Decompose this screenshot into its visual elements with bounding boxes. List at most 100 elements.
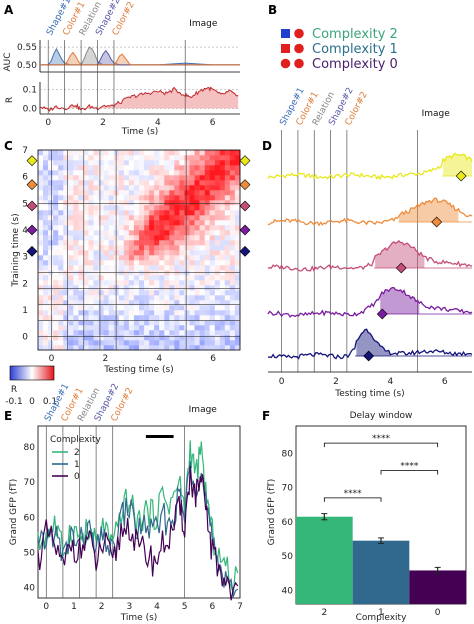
heatmap-cell bbox=[133, 210, 140, 216]
heatmap-cell bbox=[123, 280, 130, 286]
heatmap-cell bbox=[113, 215, 120, 221]
heatmap-cell bbox=[53, 245, 59, 251]
heatmap-cell bbox=[229, 210, 236, 216]
heatmap-cell bbox=[38, 275, 44, 281]
heatmap-cell bbox=[179, 325, 185, 331]
heatmap-cell bbox=[219, 280, 226, 286]
heatmap-cell bbox=[88, 195, 94, 201]
heatmap-cell bbox=[68, 255, 74, 261]
heatmap-cell bbox=[73, 290, 79, 296]
heatmap-cell bbox=[103, 265, 109, 271]
heatmap-cell bbox=[48, 195, 54, 201]
heatmap-cell bbox=[98, 235, 104, 241]
heatmap-cell bbox=[53, 320, 59, 326]
heatmap-cell bbox=[234, 195, 241, 201]
heatmap-cell bbox=[234, 225, 241, 231]
heatmap-cell bbox=[98, 345, 104, 351]
heatmap-cell bbox=[118, 195, 125, 201]
heatmap-cell bbox=[43, 150, 49, 156]
heatmap-cell bbox=[73, 260, 79, 266]
trace-area-0 bbox=[443, 153, 472, 176]
heatmap-cell bbox=[88, 235, 94, 241]
heatmap-cell bbox=[78, 285, 84, 291]
heatmap-cell bbox=[169, 320, 175, 326]
heatmap-cell bbox=[108, 300, 114, 306]
heatmap-cell bbox=[118, 325, 125, 331]
heatmap-cell bbox=[78, 180, 84, 186]
heatmap-cell bbox=[214, 340, 221, 346]
heatmap-cell bbox=[113, 225, 120, 231]
heatmap-cell bbox=[224, 315, 231, 321]
heatmap-cell bbox=[133, 325, 140, 331]
heatmap-cell bbox=[224, 200, 231, 206]
heatmap-cell bbox=[98, 150, 104, 156]
heatmap-cell bbox=[123, 255, 130, 261]
heatmap-cell bbox=[219, 215, 226, 221]
heatmap-cell bbox=[234, 335, 241, 341]
heatmap-cell bbox=[234, 170, 241, 176]
heatmap-cell bbox=[133, 225, 140, 231]
heatmap-cell bbox=[139, 245, 145, 251]
heatmap-cell bbox=[123, 305, 130, 311]
heatmap-cell bbox=[184, 330, 190, 336]
heatmap-cell bbox=[128, 275, 135, 281]
heatmap-cell bbox=[73, 280, 79, 286]
heatmap-cell bbox=[78, 170, 84, 176]
heatmap-cell bbox=[128, 265, 135, 271]
heatmap-cell bbox=[128, 170, 135, 176]
heatmap-cell bbox=[219, 320, 226, 326]
heatmap-cell bbox=[108, 175, 114, 181]
heatmap-cell bbox=[133, 205, 140, 211]
x-tick-label: 2 bbox=[102, 354, 108, 364]
heatmap-cell bbox=[219, 195, 226, 201]
heatmap-cell bbox=[43, 250, 49, 256]
heatmap-cell bbox=[83, 240, 89, 246]
heatmap-cell bbox=[133, 260, 140, 266]
heatmap-cell bbox=[108, 320, 114, 326]
heatmap-cell bbox=[159, 285, 165, 291]
heatmap-cell bbox=[53, 240, 59, 246]
heatmap-cell bbox=[174, 160, 180, 166]
heatmap-cell bbox=[63, 225, 69, 231]
heatmap-cell bbox=[68, 190, 74, 196]
heatmap-cell bbox=[48, 260, 54, 266]
heatmap-cell bbox=[174, 185, 180, 191]
heatmap-cell bbox=[48, 335, 54, 341]
heatmap-cell bbox=[73, 320, 79, 326]
heatmap-cell bbox=[108, 280, 114, 286]
heatmap-cell bbox=[144, 345, 150, 351]
heatmap-cell bbox=[118, 170, 125, 176]
diamond-marker bbox=[363, 350, 375, 362]
heatmap-cell bbox=[48, 330, 54, 336]
heatmap-cell bbox=[113, 265, 120, 271]
heatmap-cell bbox=[139, 295, 145, 301]
heatmap-cell bbox=[159, 170, 165, 176]
heatmap-cell bbox=[58, 175, 64, 181]
heatmap-cell bbox=[103, 275, 109, 281]
heatmap-cell bbox=[113, 280, 120, 286]
heatmap-cell bbox=[83, 195, 89, 201]
heatmap-cell bbox=[224, 345, 231, 351]
heatmap-cell bbox=[149, 160, 155, 166]
legend-item-label: Complexity 0 bbox=[312, 57, 398, 72]
heatmap-cell bbox=[68, 185, 74, 191]
heatmap-cell bbox=[139, 225, 145, 231]
heatmap-cell bbox=[48, 160, 54, 166]
heatmap-cell bbox=[38, 240, 44, 246]
heatmap-cell bbox=[53, 280, 59, 286]
heatmap-cell bbox=[189, 155, 195, 161]
heatmap-cell bbox=[154, 220, 160, 226]
heatmap-cell bbox=[149, 205, 155, 211]
heatmap-cell bbox=[68, 315, 74, 321]
x-tick-label: 0 bbox=[435, 608, 441, 618]
heatmap-cell bbox=[234, 315, 241, 321]
heatmap-cell bbox=[174, 250, 180, 256]
heatmap-cell bbox=[113, 220, 120, 226]
heatmap-cell bbox=[123, 225, 130, 231]
heatmap-cell bbox=[108, 330, 114, 336]
heatmap-cell bbox=[43, 300, 49, 306]
heatmap-cell bbox=[78, 165, 84, 171]
heatmap-cell bbox=[154, 290, 160, 296]
heatmap-cell bbox=[83, 260, 89, 266]
heatmap-cell bbox=[204, 215, 210, 221]
